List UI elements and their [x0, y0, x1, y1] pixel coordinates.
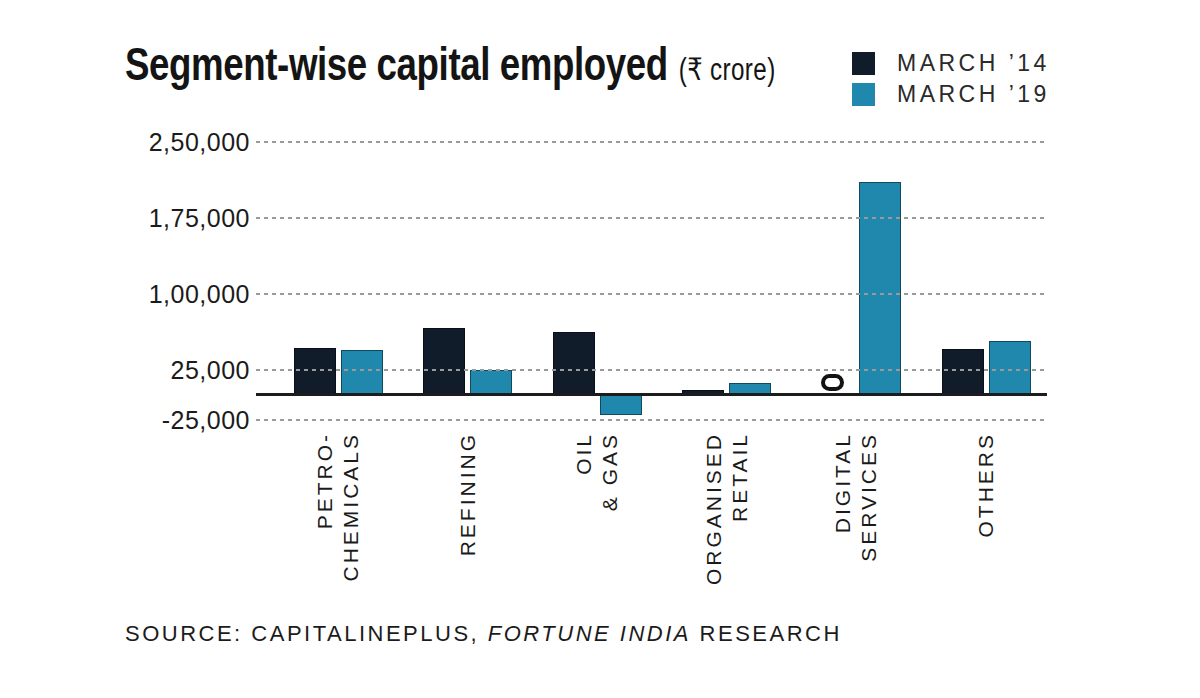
category-label: DIGITALSERVICES — [830, 432, 882, 592]
gridline — [256, 369, 1047, 371]
plot-area: 2,50,000 1,75,000 1,00,000 25,000 -25,000 PET… — [0, 0, 1200, 698]
gridline — [256, 141, 1047, 143]
y-axis-tick-label: -25,000 — [100, 405, 250, 435]
category-label: OTHERS — [973, 432, 999, 592]
source-line: SOURCE: CAPITALINEPLUS, FORTUNE INDIA RE… — [125, 621, 842, 647]
y-axis-tick-label: 1,00,000 — [100, 279, 250, 309]
source-prefix: SOURCE: CAPITALINEPLUS, — [125, 621, 488, 646]
bar-march-19 — [600, 395, 642, 415]
y-axis-tick-label: 2,50,000 — [100, 127, 250, 157]
bar-march-19 — [859, 182, 901, 395]
bar-march-14 — [294, 348, 336, 395]
category-label: PETRO-CHEMICALS — [312, 432, 364, 592]
capital-employed-infographic: Segment-wise capital employed (₹ crore) … — [0, 0, 1200, 698]
source-publication: FORTUNE INDIA — [488, 621, 691, 646]
y-axis-tick-label: 1,75,000 — [100, 203, 250, 233]
gridline — [256, 419, 1047, 421]
bar-march-14 — [423, 328, 465, 395]
category-label: ORGANISEDRETAIL — [701, 432, 753, 592]
x-axis-baseline — [256, 393, 1047, 396]
category-label: REFINING — [455, 432, 481, 592]
bar-march-19 — [341, 350, 383, 395]
bar-march-19 — [470, 370, 512, 395]
bar-march-14 — [553, 332, 595, 395]
zero-value-marker — [821, 374, 844, 391]
bar-march-14 — [942, 349, 984, 395]
gridline — [256, 217, 1047, 219]
gridline — [256, 293, 1047, 295]
source-suffix: RESEARCH — [691, 621, 842, 646]
category-label: OIL& GAS — [571, 432, 623, 592]
y-axis-tick-label: 25,000 — [100, 355, 250, 385]
